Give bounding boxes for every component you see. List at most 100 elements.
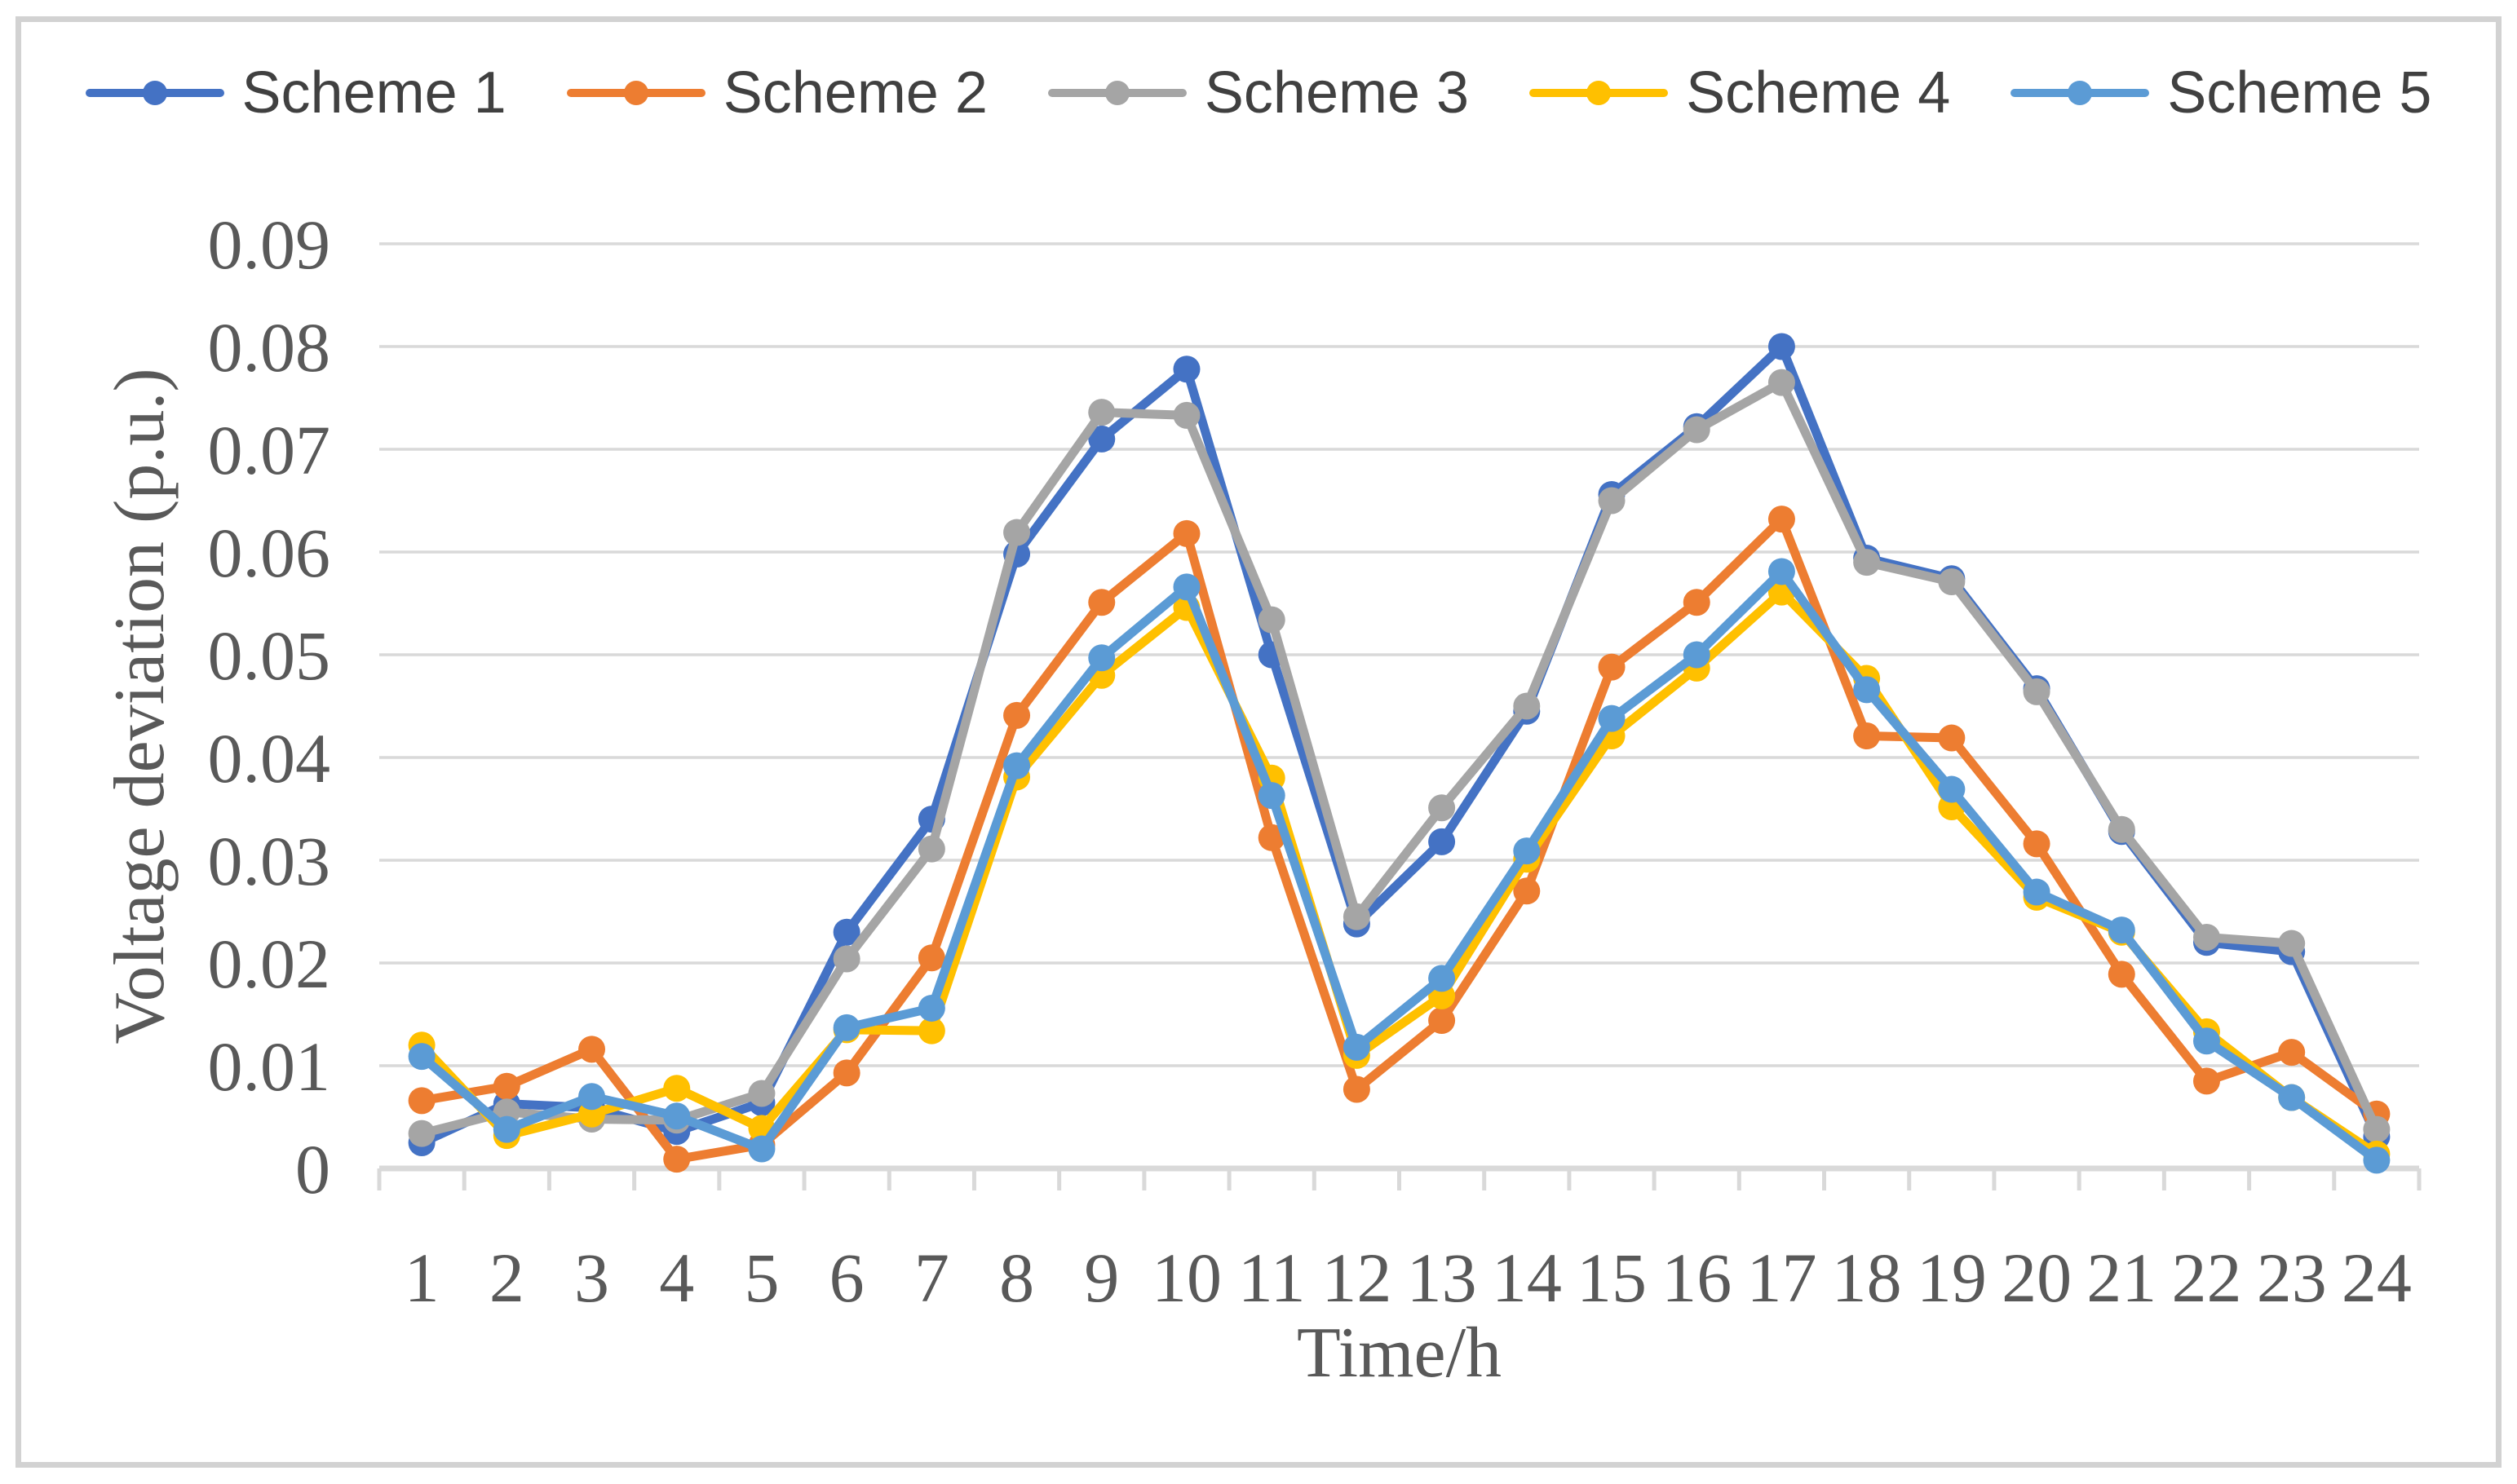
data-point-scheme-5-h14 [1513, 837, 1541, 865]
data-point-scheme-2-h12 [1343, 1075, 1370, 1103]
data-point-scheme-3-h10 [1173, 401, 1201, 429]
data-point-scheme-2-h16 [1683, 589, 1710, 616]
data-point-scheme-1-h10 [1173, 356, 1201, 383]
data-point-scheme-5-h20 [2023, 878, 2050, 906]
data-point-scheme-5-h12 [1343, 1033, 1370, 1061]
data-point-scheme-3-h24 [2363, 1115, 2391, 1143]
x-tick-label: 8 [999, 1239, 1034, 1317]
data-point-scheme-5-h18 [1853, 676, 1881, 704]
legend-label: Scheme 5 [2167, 60, 2432, 126]
data-point-scheme-5-h21 [2108, 916, 2135, 944]
data-point-scheme-5-h16 [1683, 641, 1710, 669]
data-point-scheme-2-h8 [1003, 701, 1031, 729]
data-point-scheme-4-h7 [918, 1017, 945, 1045]
data-point-scheme-2-h2 [493, 1072, 520, 1100]
data-point-scheme-2-h20 [2023, 830, 2050, 858]
data-point-scheme-5-h8 [1003, 752, 1031, 780]
data-point-scheme-2-h23 [2278, 1039, 2306, 1067]
data-point-scheme-3-h5 [748, 1080, 776, 1107]
x-tick-label: 18 [1832, 1239, 1902, 1317]
data-point-scheme-3-h8 [1003, 519, 1031, 546]
data-point-scheme-3-h13 [1428, 794, 1456, 822]
x-tick-label: 5 [744, 1239, 779, 1317]
data-point-scheme-5-h10 [1173, 573, 1201, 601]
data-point-scheme-3-h1 [408, 1120, 436, 1147]
data-point-scheme-2-h1 [408, 1087, 436, 1115]
y-axis-title: Voltage deviation (p.u.) [100, 368, 179, 1044]
data-point-scheme-2-h17 [1767, 506, 1795, 533]
data-point-scheme-3-h22 [2192, 924, 2220, 951]
y-tick-label: 0.03 [208, 822, 331, 900]
data-point-scheme-1-h17 [1767, 333, 1795, 360]
x-tick-label: 12 [1321, 1239, 1391, 1317]
legend-item-scheme-5: Scheme 5 [2011, 64, 2431, 122]
legend-marker-icon [1047, 81, 1187, 105]
data-point-scheme-3-h7 [918, 835, 945, 863]
x-tick-label: 14 [1492, 1239, 1562, 1317]
data-point-scheme-5-h9 [1088, 644, 1116, 672]
data-point-scheme-5-h17 [1767, 558, 1795, 585]
data-point-scheme-3-h19 [1938, 568, 1966, 596]
x-tick-label: 4 [659, 1239, 694, 1317]
y-tick-label: 0.01 [208, 1027, 331, 1106]
legend-item-scheme-4: Scheme 4 [1529, 64, 1950, 122]
data-point-scheme-5-h7 [918, 994, 945, 1022]
data-point-scheme-2-h21 [2108, 961, 2135, 988]
x-tick-label: 20 [2002, 1239, 2072, 1317]
x-tick-label: 13 [1407, 1239, 1477, 1317]
data-point-scheme-2-h19 [1938, 724, 1966, 752]
y-tick-label: 0.02 [208, 925, 331, 1003]
data-point-scheme-5-h2 [493, 1115, 520, 1143]
legend-marker-icon [85, 81, 224, 105]
data-point-scheme-4-h4 [663, 1075, 691, 1102]
series-line-scheme-5 [417, 567, 2382, 1165]
x-tick-label: 24 [2342, 1239, 2412, 1317]
data-point-scheme-5-h3 [578, 1083, 606, 1111]
data-point-scheme-2-h13 [1428, 1007, 1456, 1035]
data-point-scheme-2-h22 [2192, 1067, 2220, 1095]
data-point-scheme-2-h15 [1598, 653, 1626, 681]
x-tick-label: 11 [1238, 1239, 1306, 1317]
x-tick-label: 17 [1746, 1239, 1816, 1317]
legend-label: Scheme 2 [723, 60, 988, 126]
data-point-scheme-5-h13 [1428, 965, 1456, 992]
x-tick-label: 19 [1917, 1239, 1987, 1317]
x-axis-title: Time/h [1297, 1314, 1502, 1393]
data-point-scheme-3-h17 [1767, 369, 1795, 396]
x-tick-label: 6 [829, 1239, 865, 1317]
legend: Scheme 1 Scheme 2 Scheme 3 Scheme 4 Scheme 5 [0, 64, 2517, 122]
data-point-scheme-2-h3 [578, 1036, 606, 1063]
data-point-scheme-2-h10 [1173, 519, 1201, 547]
x-tick-label: 2 [489, 1239, 524, 1317]
series-line-scheme-3 [417, 378, 2382, 1138]
legend-item-scheme-1: Scheme 1 [85, 64, 506, 122]
x-tick-label: 3 [574, 1239, 609, 1317]
data-point-scheme-3-h23 [2278, 930, 2306, 957]
data-point-scheme-1-h13 [1428, 828, 1456, 855]
legend-marker-icon [2011, 81, 2150, 105]
legend-marker-icon [1529, 81, 1669, 105]
data-point-scheme-2-h4 [663, 1146, 691, 1173]
series-line-scheme-2 [417, 515, 2382, 1164]
x-tick-label: 15 [1577, 1239, 1647, 1317]
y-tick-label: 0.06 [208, 514, 331, 592]
x-tick-label: 16 [1661, 1239, 1732, 1317]
data-point-scheme-1-h6 [833, 918, 860, 946]
data-point-scheme-3-h12 [1343, 903, 1370, 930]
legend-marker-icon [566, 81, 706, 105]
data-point-scheme-5-h23 [2278, 1084, 2306, 1111]
y-tick-label: 0.09 [208, 205, 331, 284]
y-tick-label: 0.04 [208, 719, 331, 797]
data-point-scheme-3-h14 [1513, 692, 1541, 720]
x-tick-label: 1 [405, 1239, 440, 1317]
data-point-scheme-5-h4 [663, 1102, 691, 1130]
series-line-scheme-4 [417, 587, 2382, 1159]
data-point-scheme-2-h11 [1258, 824, 1285, 851]
y-tick-label: 0.07 [208, 411, 331, 489]
data-point-scheme-1-h9 [1088, 425, 1116, 453]
data-point-scheme-3-h21 [2108, 815, 2135, 843]
data-point-scheme-2-h9 [1088, 589, 1116, 616]
data-point-scheme-3-h15 [1598, 487, 1626, 515]
legend-item-scheme-2: Scheme 2 [566, 60, 988, 126]
